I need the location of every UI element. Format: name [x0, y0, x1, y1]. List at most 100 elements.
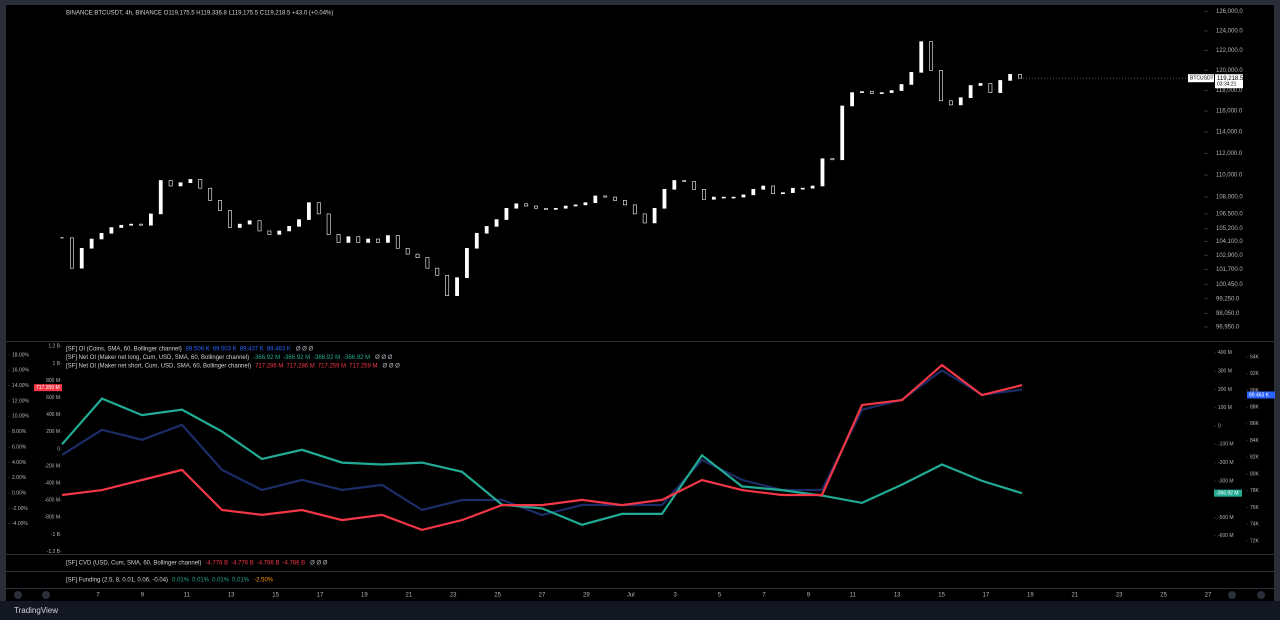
candle	[672, 180, 677, 190]
candle	[89, 238, 94, 249]
candle	[356, 236, 361, 243]
legend-extra: Ø Ø Ø	[383, 364, 401, 370]
nav-button[interactable]	[1228, 591, 1236, 599]
y-tick-label: 400 M	[1218, 350, 1232, 356]
candle	[297, 219, 301, 227]
candle	[208, 187, 213, 201]
y-tick-label: 99,250.0	[1216, 296, 1240, 302]
candle	[721, 196, 726, 199]
candle	[218, 200, 222, 211]
candle	[188, 179, 193, 183]
y-tick-label: 400 M	[46, 412, 60, 418]
x-tick-label: Jul	[627, 593, 635, 599]
candle	[781, 192, 785, 195]
nav-button[interactable]	[42, 591, 50, 599]
y-tick-label: 90K	[1250, 388, 1260, 394]
candle	[69, 237, 74, 269]
indicator-readout: 0.01%	[212, 578, 230, 584]
y-tick-label: 82K	[1250, 455, 1260, 461]
nav-button[interactable]	[14, 591, 22, 599]
candle	[1018, 74, 1022, 79]
candle	[455, 277, 459, 296]
y-tick-label: -600 M	[1218, 533, 1234, 539]
candle	[573, 204, 578, 207]
y-tick-label: 124,000.0	[1216, 28, 1243, 34]
series-line	[61, 397, 1023, 526]
y-tick-label: 800 M	[46, 378, 60, 384]
x-tick-label: 17	[317, 593, 324, 599]
y-tick-label: 80K	[1250, 471, 1260, 477]
y-tick-label: 2.00%	[12, 475, 27, 481]
candle	[978, 83, 983, 86]
y-tick-label: 120,000.0	[1216, 68, 1243, 74]
y-tick-label: 18.00%	[12, 352, 30, 358]
candle	[919, 41, 924, 73]
y-tick-label: 6.00%	[12, 444, 27, 450]
y-tick-label: 76K	[1250, 505, 1260, 511]
legend-readout: 717.259 M	[318, 364, 346, 370]
candle	[840, 105, 845, 161]
indicator-readout: -4.786 B	[257, 561, 280, 567]
y-tick-label: -100 M	[1218, 442, 1234, 448]
candle	[60, 237, 64, 239]
footer-bar	[0, 601, 1280, 620]
y-tick-label: -800 M	[44, 515, 60, 521]
candle	[751, 189, 756, 196]
indicator-readout: -4.776 B	[231, 561, 254, 567]
candle	[267, 230, 272, 235]
x-tick-label: 7	[762, 593, 766, 599]
y-tick-label: 112,000.0	[1216, 151, 1243, 157]
y-tick-label: 118,000.0	[1216, 88, 1243, 94]
candle	[405, 247, 410, 255]
legend-readout: 89.463 K	[267, 347, 291, 353]
candle	[939, 70, 943, 102]
value-tag: 89.463 K	[1249, 392, 1270, 398]
y-tick-label: 72K	[1250, 538, 1260, 544]
x-tick-label: 3	[674, 593, 678, 599]
y-tick-label: 114,000.0	[1216, 130, 1243, 136]
y-tick-label: 300 M	[1218, 368, 1232, 374]
y-tick-label: 12.00%	[12, 398, 30, 404]
candle	[958, 97, 963, 106]
candle	[307, 202, 311, 220]
x-tick-label: 11	[184, 593, 191, 599]
y-tick-label: 106,500.0	[1216, 211, 1243, 217]
series-line	[61, 369, 1023, 517]
y-tick-label: 10.00%	[12, 414, 30, 420]
candle	[247, 220, 252, 225]
legend-readout: 89.437 K	[240, 347, 264, 353]
candle	[316, 202, 321, 215]
y-tick-label: -1.2 B	[47, 549, 61, 555]
brand: TradingView	[14, 606, 58, 615]
candle	[287, 226, 292, 232]
y-tick-label: 74K	[1250, 522, 1260, 528]
y-tick-label: 78K	[1250, 488, 1260, 494]
candle	[168, 180, 173, 187]
candle	[237, 223, 242, 228]
candle	[386, 235, 390, 243]
y-tick-label: 0	[1218, 423, 1221, 429]
candle	[948, 100, 953, 106]
candle	[593, 195, 598, 203]
y-tick-label: 1 B	[52, 361, 60, 367]
series-line	[61, 363, 1023, 532]
indicator-readout: 0.01%	[192, 578, 210, 584]
candle	[277, 230, 282, 235]
candle	[336, 234, 341, 243]
legend-readout: -366.92 M	[313, 355, 340, 361]
y-tick-label: 96,950.0	[1216, 324, 1240, 330]
candle	[435, 267, 440, 276]
legend-label: [SF] OI (Coins, SMA, 60, Bollinger chann…	[66, 347, 182, 353]
legend-readout: 89.506 K	[186, 347, 210, 353]
candle	[761, 185, 766, 190]
legend-readout: -366.92 M	[343, 355, 370, 361]
x-tick-label: 23	[450, 593, 457, 599]
x-tick-label: 13	[228, 593, 235, 599]
candle	[909, 72, 914, 85]
candle	[425, 257, 430, 269]
nav-button[interactable]	[1257, 591, 1265, 599]
x-tick-label: 27	[1205, 593, 1212, 599]
candle	[415, 253, 420, 258]
y-tick-label: 600 M	[46, 395, 60, 401]
